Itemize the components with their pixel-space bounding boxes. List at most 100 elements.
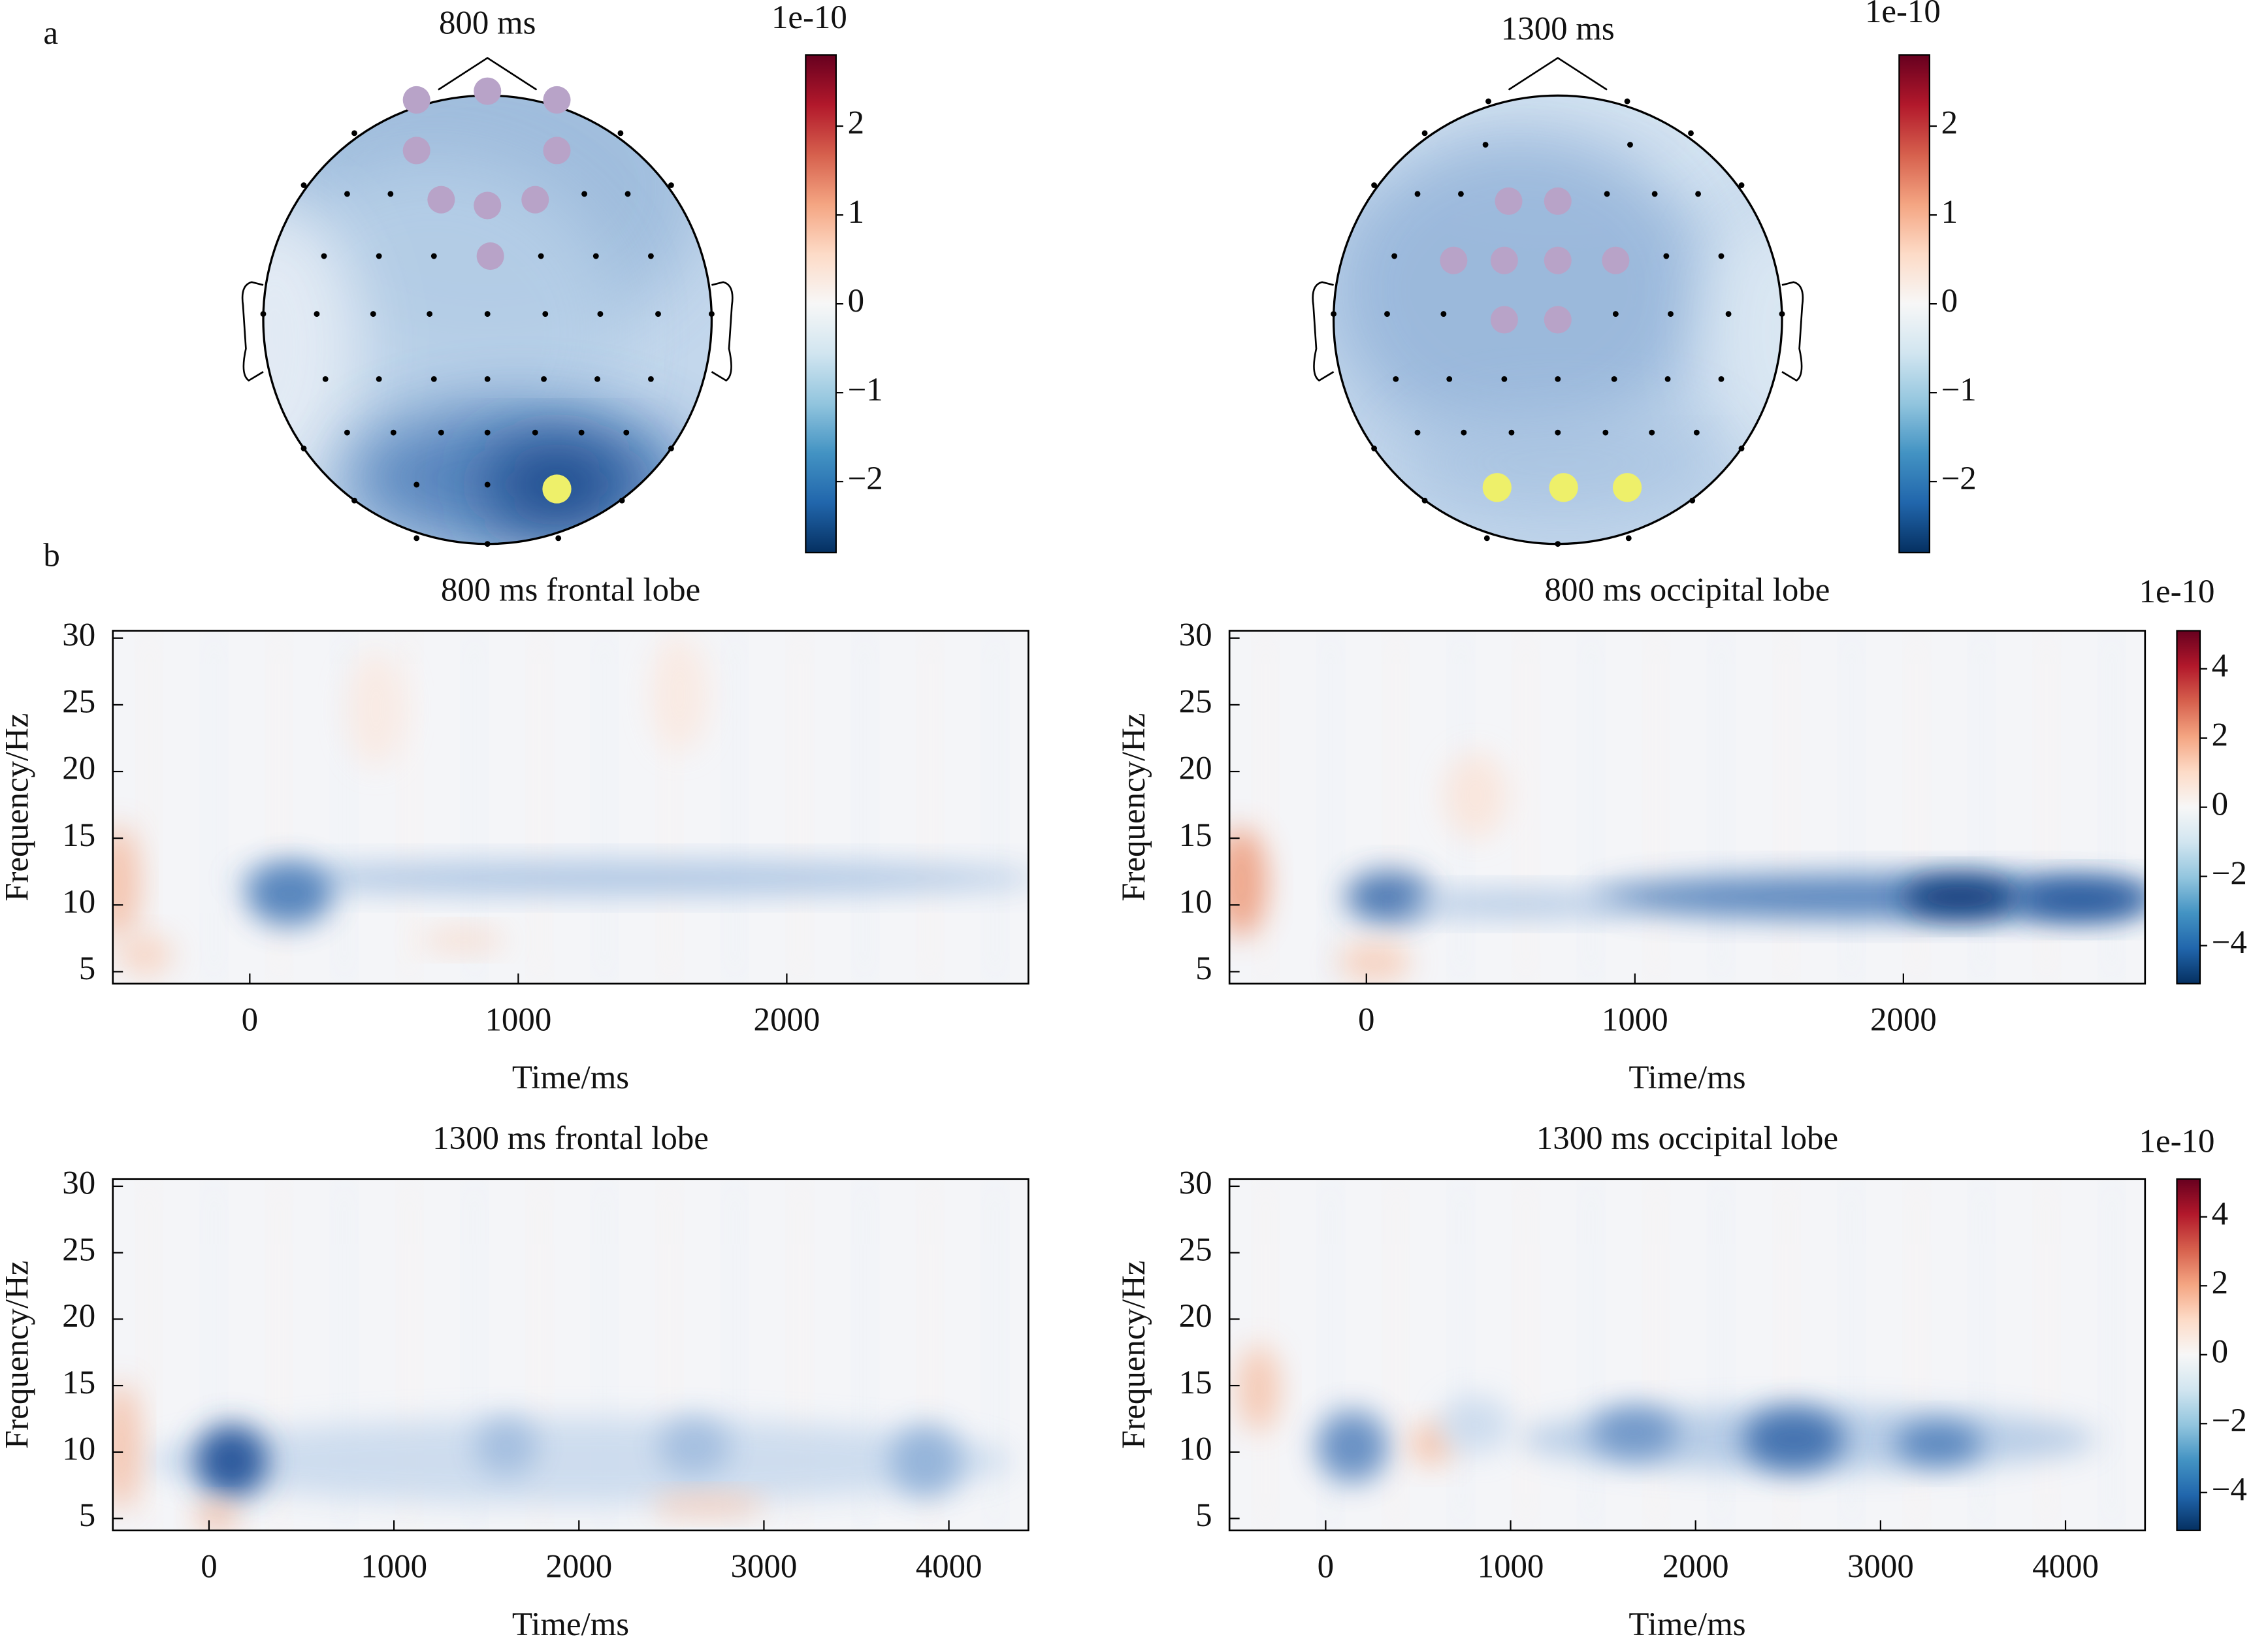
y-tick-label: 20 — [62, 751, 95, 787]
colorbar-tick-label: −1 — [848, 372, 883, 408]
y-tick-label: 25 — [1179, 1231, 1212, 1268]
power-blob — [1345, 871, 1433, 923]
electrode — [1391, 253, 1397, 259]
field-blob — [1333, 130, 1707, 449]
electrode — [1612, 311, 1619, 317]
x-axis-label: Time/ms — [1628, 1060, 1745, 1096]
heatmap-stripe — [1909, 1178, 1924, 1531]
electrode — [555, 535, 562, 542]
power-blob — [195, 1501, 239, 1531]
heatmap-stripe — [467, 630, 482, 984]
electrode-highlight — [402, 137, 430, 165]
electrode — [1604, 191, 1610, 197]
y-tick-label: 30 — [1179, 617, 1212, 653]
electrode — [1501, 376, 1508, 382]
electrode — [351, 130, 357, 137]
y-tick-label: 5 — [1195, 1497, 1212, 1534]
electrode — [541, 376, 547, 382]
colorbar-label: 1e-10 — [2139, 1123, 2215, 1160]
heatmap-stripe — [206, 630, 221, 984]
power-blob — [651, 636, 709, 753]
electrode — [484, 376, 491, 382]
heatmap-fill — [112, 630, 1029, 984]
electrode — [314, 311, 320, 317]
power-blob — [474, 1418, 538, 1476]
x-tick-label: 1000 — [1478, 1548, 1544, 1585]
heatmap-stripe — [1388, 1178, 1403, 1531]
topomap-title: 800 ms — [439, 5, 536, 42]
colorbar-tick-label: 1 — [1941, 194, 1958, 231]
electrode — [532, 429, 538, 436]
electrode — [484, 481, 491, 488]
colorbar-tick-label: 4 — [2212, 647, 2228, 684]
electrode — [592, 253, 599, 259]
heatmap-stripe — [858, 630, 873, 984]
electrode-significant — [542, 474, 572, 504]
y-tick-label: 20 — [62, 1298, 95, 1335]
electrode — [430, 376, 437, 382]
power-blob — [347, 651, 405, 767]
heatmap-stripe — [142, 1178, 157, 1531]
y-tick-label: 20 — [1179, 1298, 1212, 1335]
y-tick-label: 25 — [62, 684, 95, 721]
power-blob — [1743, 1407, 1845, 1472]
colorbar-tick-label: 0 — [2212, 786, 2228, 822]
electrode — [260, 311, 267, 317]
electrode — [484, 541, 491, 547]
electrode — [581, 191, 587, 197]
electrode — [376, 253, 382, 259]
electrode — [1688, 130, 1694, 137]
heatmap-stripe — [1713, 1178, 1729, 1531]
electrode — [413, 481, 420, 488]
electrode-highlight — [1490, 306, 1518, 334]
power-blob — [651, 1493, 767, 1516]
electrode — [1421, 130, 1428, 137]
y-axis-label: Frequency/Hz — [1116, 713, 1152, 901]
electrode — [623, 429, 630, 436]
electrode — [1779, 311, 1785, 317]
electrode — [1458, 191, 1464, 197]
electrode-significant — [1549, 473, 1578, 502]
y-axis-label: Frequency/Hz — [0, 1261, 36, 1449]
x-tick-label: 1000 — [1602, 1001, 1668, 1038]
electrode — [668, 446, 674, 451]
colorbar — [2176, 630, 2201, 984]
x-tick-label: 2000 — [545, 1548, 612, 1585]
y-tick-label: 30 — [62, 1165, 95, 1202]
colorbar-label: 1e-10 — [771, 0, 847, 36]
heatmap-stripe — [336, 630, 352, 984]
field-blob — [1402, 405, 1721, 521]
heatmap-stripe — [1974, 1178, 1989, 1531]
electrode — [370, 311, 376, 317]
y-tick-label: 5 — [79, 950, 95, 987]
x-axis-label: Time/ms — [1628, 1606, 1745, 1639]
electrode — [1718, 376, 1725, 382]
electrode-highlight — [521, 186, 549, 214]
electrode — [1664, 376, 1671, 382]
y-tick-label: 10 — [62, 1431, 95, 1467]
x-tick-label: 2000 — [1662, 1548, 1729, 1585]
x-tick-label: 0 — [242, 1001, 258, 1038]
electrode — [594, 376, 600, 382]
y-tick-label: 30 — [62, 617, 95, 653]
y-tick-label: 15 — [62, 1365, 95, 1401]
electrode — [1602, 429, 1609, 436]
electrode — [1414, 191, 1421, 197]
electrode-significant — [1482, 473, 1512, 502]
heatmap-stripe — [142, 630, 157, 984]
colorbar-label: 1e-10 — [2139, 574, 2215, 610]
heatmap-stripe — [1844, 630, 1859, 984]
electrode — [1689, 497, 1696, 504]
y-tick-label: 20 — [1179, 751, 1212, 787]
electrode-highlight — [1544, 246, 1572, 274]
heatmap — [1229, 630, 2145, 984]
electrode — [597, 311, 604, 317]
power-blob — [116, 934, 174, 975]
electrode — [322, 376, 329, 382]
y-tick-label: 25 — [1179, 684, 1212, 721]
heatmap-stripe — [2104, 1178, 2119, 1531]
y-tick-label: 25 — [62, 1231, 95, 1268]
ear — [1312, 281, 1335, 382]
colorbar-tick-label: −1 — [1941, 372, 1977, 408]
